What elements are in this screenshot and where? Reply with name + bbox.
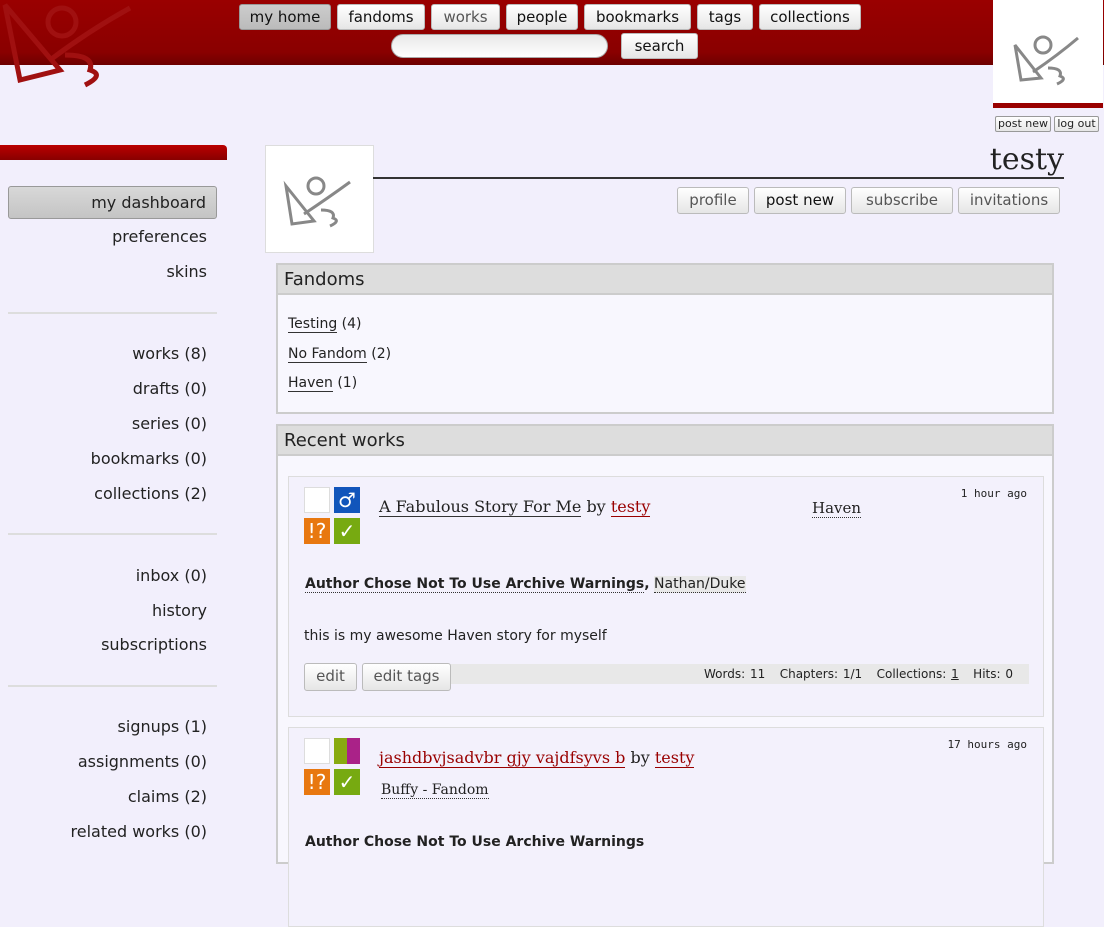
profile-button[interactable]: profile	[677, 187, 749, 214]
work-summary: this is my awesome Haven story for mysel…	[304, 628, 607, 644]
sidebar-item-inbox[interactable]: inbox (0)	[135, 566, 207, 585]
by-text: by	[630, 748, 650, 767]
work-tags: Author Chose Not To Use Archive Warnings…	[305, 576, 746, 593]
work-blurb: !? ✓ jashdbvjsadvbr gjy vajdfsyvs b by t…	[288, 727, 1044, 927]
category-multi-icon	[334, 738, 360, 764]
nav-people[interactable]: people	[506, 4, 578, 30]
sidebar-item-skins[interactable]: skins	[166, 262, 207, 281]
post-new-work-button[interactable]: post new	[754, 187, 846, 214]
sidebar-item-history[interactable]: history	[151, 601, 207, 620]
nav-fandoms[interactable]: fandoms	[337, 4, 425, 30]
nav-tags[interactable]: tags	[697, 4, 753, 30]
hits-label: Hits:	[973, 667, 1001, 681]
work-blurb: ♂ !? ✓ A Fabulous Story For Me by testy …	[288, 476, 1044, 717]
fandom-item: No Fandom (2)	[288, 346, 392, 363]
divider	[8, 533, 217, 535]
post-new-button[interactable]: post new	[995, 116, 1051, 132]
sidebar-item-preferences[interactable]: preferences	[112, 227, 207, 246]
nav-collections[interactable]: collections	[759, 4, 861, 30]
complete-check-icon: ✓	[334, 518, 360, 544]
log-out-button[interactable]: log out	[1054, 116, 1099, 132]
author-link[interactable]: testy	[654, 748, 695, 768]
invitations-button[interactable]: invitations	[958, 187, 1060, 214]
fandom-count: (1)	[337, 375, 358, 391]
sidebar-item-my-dashboard[interactable]: my dashboard	[8, 186, 217, 219]
chapters-label: Chapters:	[779, 667, 838, 681]
fandom-item: Haven (1)	[288, 375, 358, 392]
nav-bookmarks[interactable]: bookmarks	[584, 4, 691, 30]
fandom-tag[interactable]: Buffy - Fandom	[381, 782, 489, 799]
recent-works-heading: Recent works	[278, 426, 1052, 456]
words-value: 11	[749, 667, 766, 681]
sidebar-item-collections[interactable]: collections (2)	[94, 484, 207, 503]
fandoms-box: Fandoms Testing (4) No Fandom (2) Haven …	[276, 263, 1054, 414]
nav-works[interactable]: works	[431, 4, 500, 30]
fandom-count: (2)	[371, 346, 392, 362]
warning-choose-not-icon: !?	[304, 769, 330, 795]
default-avatar-icon	[283, 176, 351, 228]
collections-link[interactable]: 1	[951, 667, 959, 681]
work-date: 17 hours ago	[947, 738, 1027, 751]
page-title: testy	[989, 142, 1064, 177]
subscribe-button[interactable]: subscribe	[851, 187, 953, 214]
edit-tags-button[interactable]: edit tags	[362, 663, 451, 691]
collections-label: Collections:	[876, 667, 947, 681]
sidebar-item-signups[interactable]: signups (1)	[117, 717, 207, 736]
work-date: 1 hour ago	[960, 487, 1027, 500]
sidebar-item-related-works[interactable]: related works (0)	[70, 822, 207, 841]
title-underline	[373, 177, 1064, 179]
fandoms-heading: Fandoms	[278, 265, 1052, 295]
work-heading: A Fabulous Story For Me by testy	[379, 497, 651, 517]
work-stats: Words: 11 Chapters: 1/1 Collections: 1 H…	[439, 664, 1029, 684]
sidebar-item-series[interactable]: series (0)	[131, 414, 207, 433]
warning-tag[interactable]: Author Chose Not To Use Archive Warnings	[305, 834, 645, 850]
search-button[interactable]: search	[621, 33, 698, 59]
warning-tag[interactable]: Author Chose Not To Use Archive Warnings	[305, 576, 645, 593]
chapters-value: 1/1	[842, 667, 863, 681]
rating-not-rated-icon	[304, 738, 330, 764]
fandom-item: Testing (4)	[288, 316, 362, 333]
fandom-link[interactable]: Testing	[288, 316, 338, 333]
complete-check-icon: ✓	[334, 769, 360, 795]
fandom-count: (4)	[341, 316, 362, 332]
by-text: by	[586, 497, 606, 516]
recent-works-box: Recent works ♂ !? ✓ A Fabulous Story For…	[276, 424, 1054, 927]
sidebar-item-claims[interactable]: claims (2)	[127, 787, 207, 806]
relationship-tag[interactable]: Nathan/Duke	[654, 576, 746, 593]
sidebar-item-drafts[interactable]: drafts (0)	[132, 379, 207, 398]
sidebar-header-bar	[0, 145, 227, 160]
search-input[interactable]	[391, 34, 608, 58]
work-title-link[interactable]: jashdbvjsadvbr gjy vajdfsyvs b	[379, 748, 626, 768]
rating-not-rated-icon	[304, 487, 330, 513]
fandom-link[interactable]: Haven	[288, 375, 333, 392]
sidebar-item-bookmarks[interactable]: bookmarks (0)	[90, 449, 207, 468]
nav-my-home[interactable]: my home	[239, 4, 331, 30]
warning-choose-not-icon: !?	[304, 518, 330, 544]
sidebar-item-works[interactable]: works (8)	[132, 344, 207, 363]
fandom-tag[interactable]: Haven	[812, 499, 862, 518]
words-label: Words:	[704, 667, 746, 681]
work-title-link[interactable]: A Fabulous Story For Me	[379, 497, 582, 517]
sidebar-item-assignments[interactable]: assignments (0)	[77, 752, 207, 771]
ao3-logo[interactable]	[0, 0, 140, 90]
divider	[8, 685, 217, 687]
work-heading: jashdbvjsadvbr gjy vajdfsyvs b by testy	[379, 748, 695, 768]
hits-value: 0	[1005, 667, 1013, 681]
sidebar-item-subscriptions[interactable]: subscriptions	[101, 635, 207, 654]
author-link[interactable]: testy	[610, 497, 651, 517]
fandom-link[interactable]: No Fandom	[288, 346, 367, 363]
user-icon-box[interactable]	[993, 0, 1103, 108]
edit-button[interactable]: edit	[304, 663, 357, 691]
divider	[8, 312, 217, 314]
avatar	[265, 145, 374, 253]
user-avatar-icon	[1013, 35, 1079, 86]
category-male-icon: ♂	[334, 487, 360, 513]
